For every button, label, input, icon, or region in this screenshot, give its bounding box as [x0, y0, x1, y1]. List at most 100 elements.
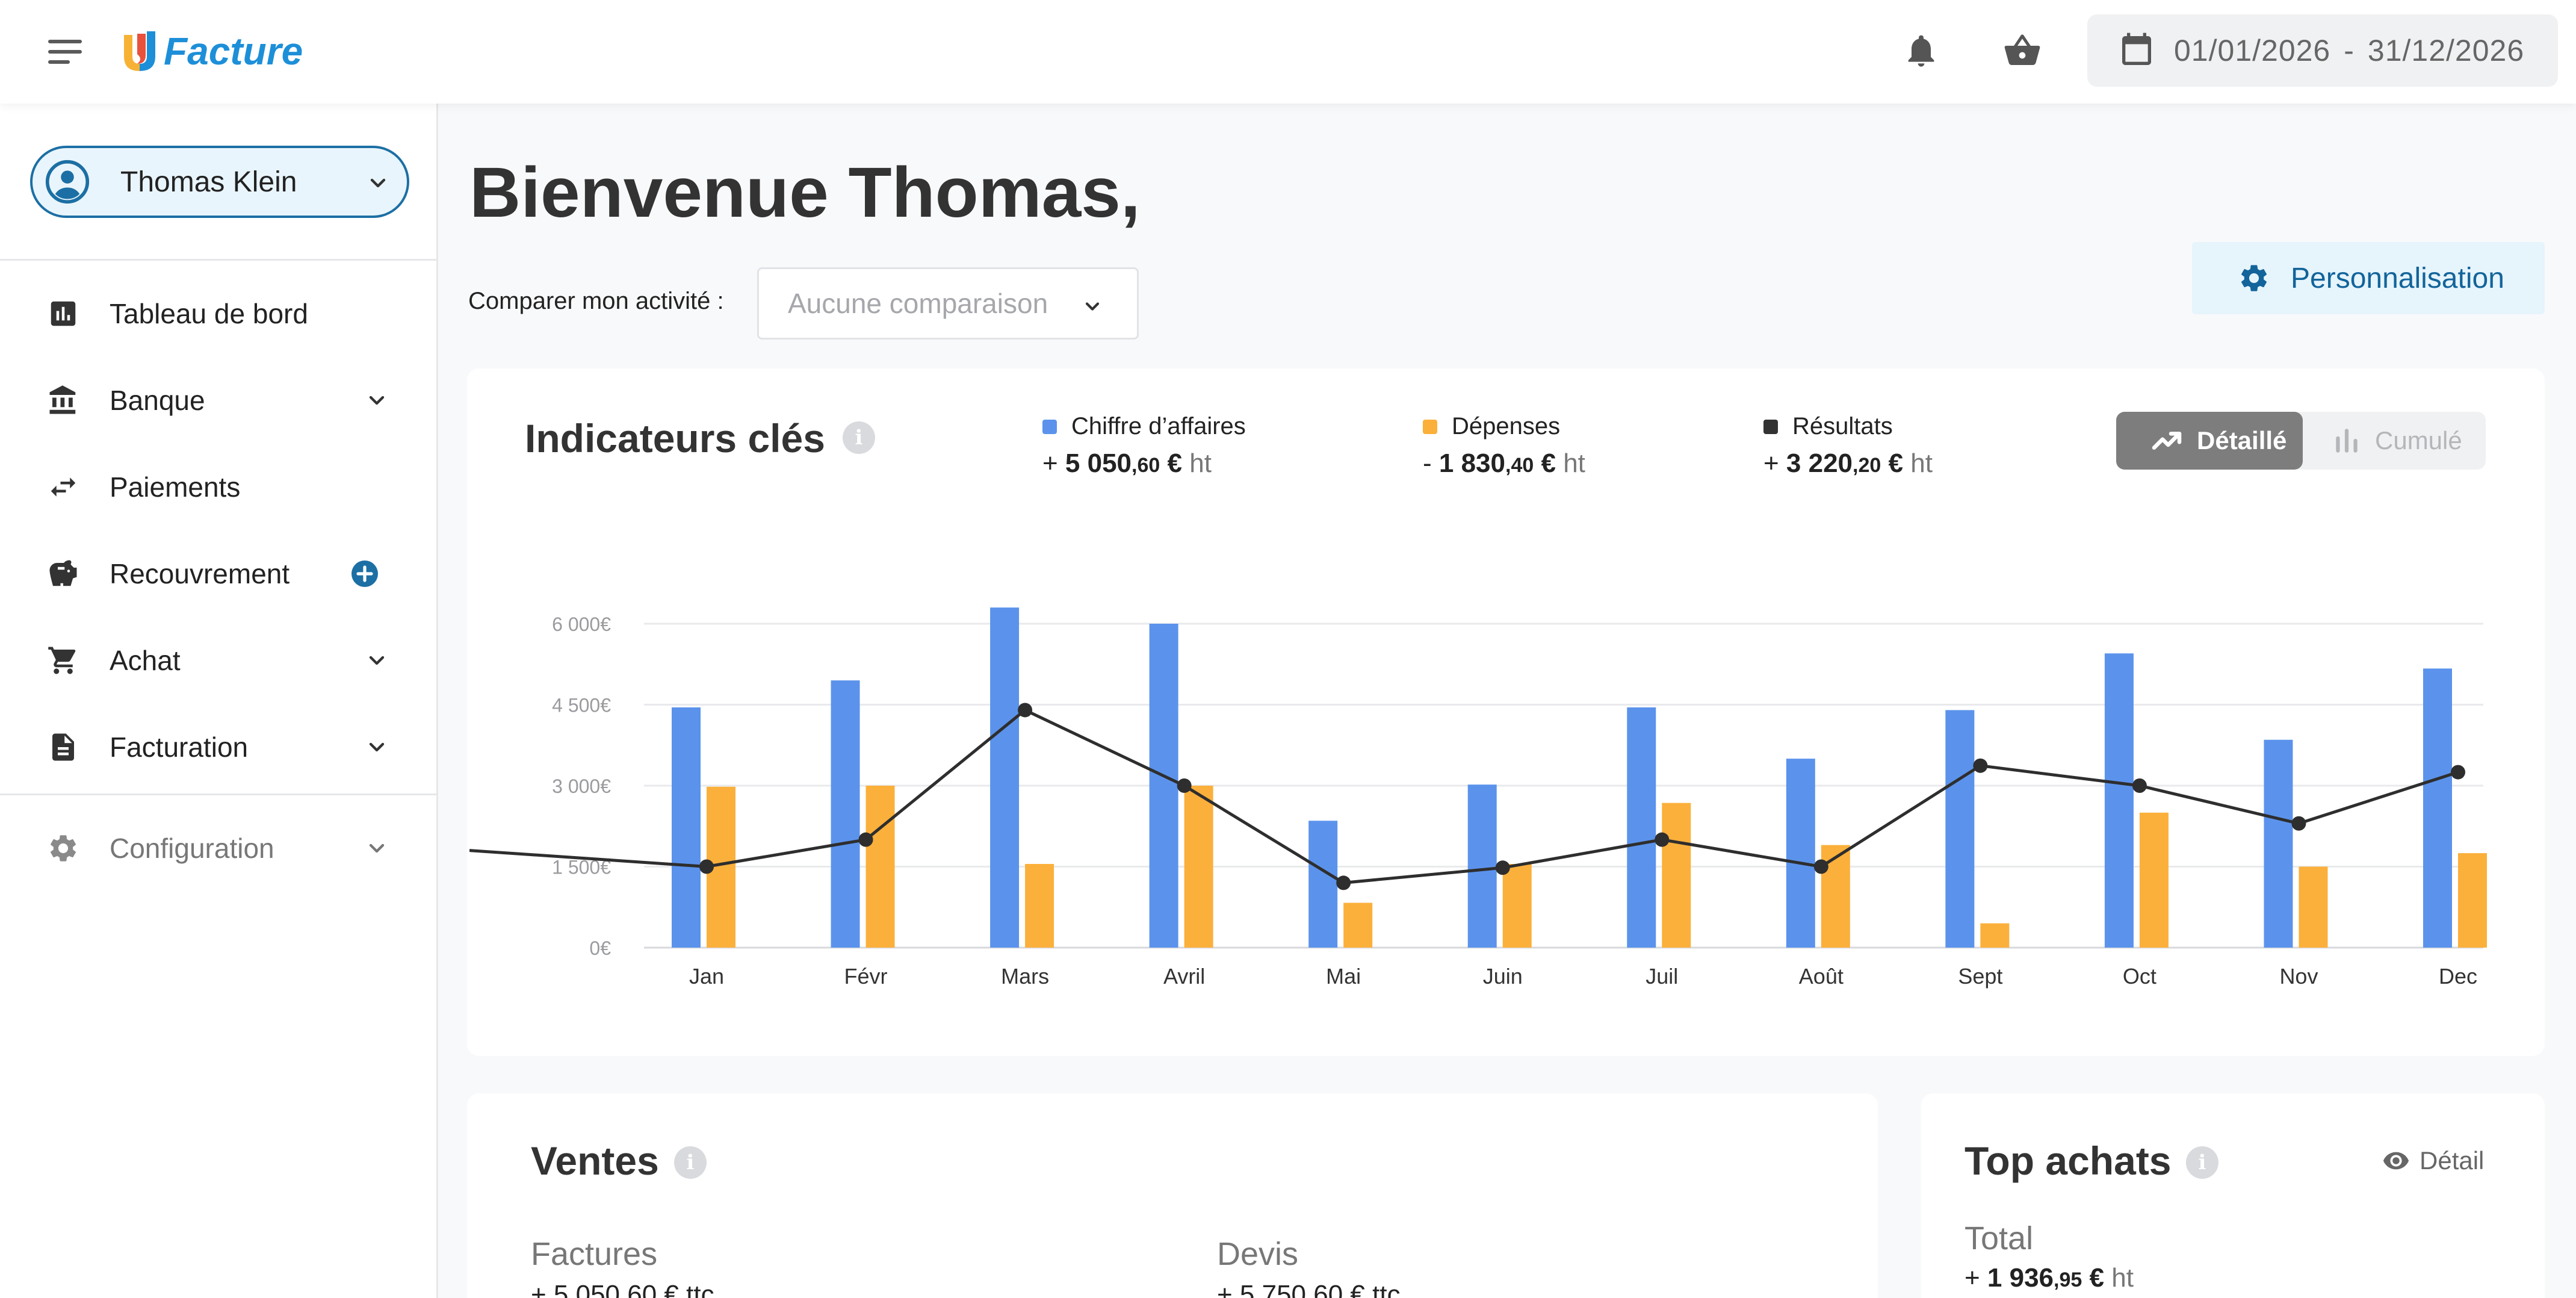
- results-point: [699, 859, 714, 874]
- expenses-bar: [1025, 864, 1054, 948]
- user-selector[interactable]: Thomas Klein: [30, 146, 409, 218]
- info-icon[interactable]: i: [674, 1146, 707, 1179]
- value-unit: €: [1534, 449, 1564, 478]
- bar-chart-icon: [2336, 429, 2358, 453]
- y-tick-label: 6 000€: [552, 613, 611, 635]
- toggle-cumulative[interactable]: Cumulé: [2315, 412, 2462, 470]
- invoices-value: + 5 050,60 € ttc: [531, 1280, 714, 1298]
- bank-icon: [49, 385, 76, 414]
- x-tick-label: Juil: [1646, 964, 1678, 989]
- info-icon[interactable]: i: [843, 421, 875, 454]
- document-icon: [52, 733, 74, 761]
- bell-icon[interactable]: [1902, 31, 1940, 70]
- value-suffix: ht: [1910, 449, 1933, 478]
- sidebar-divider: [0, 259, 438, 261]
- sidebar-item-achat[interactable]: Achat: [0, 627, 438, 694]
- value-unit: €: [1881, 449, 1911, 478]
- value-int: 1 936: [1987, 1263, 2054, 1293]
- sidebar-item-recouvrement[interactable]: Recouvrement: [0, 541, 438, 607]
- date-range-picker[interactable]: 01/01/2026 - 31/12/2026: [2087, 14, 2558, 87]
- revenue-swatch: [1042, 419, 1057, 434]
- value-suffix: ht: [1189, 449, 1212, 478]
- key-indicators-chart: 0€1 500€3 000€4 500€6 000€Jan Févr Mars Avr…: [469, 607, 2487, 989]
- expenses-bar: [865, 786, 895, 948]
- app-name: Facture: [164, 30, 303, 73]
- personalization-button[interactable]: Personnalisation: [2192, 242, 2545, 314]
- value-int: 1 830: [1438, 449, 1505, 478]
- value-suffix: ht: [1563, 449, 1585, 478]
- date-end: 31/12/2026: [2367, 34, 2525, 67]
- x-tick-label: Sept: [1958, 964, 2002, 989]
- sidebar-item-label: Configuration: [110, 833, 274, 864]
- top-bar: Facture 01/01/2026 - 31/12/2026: [0, 0, 2576, 104]
- expenses-swatch: [1423, 419, 1437, 434]
- x-tick-label: Mars: [1001, 964, 1049, 989]
- revenue-bar: [1786, 759, 1815, 948]
- sidebar-item-configuration[interactable]: Configuration: [0, 815, 438, 881]
- value-dec: ,20: [1853, 454, 1881, 477]
- x-tick-label: Nov: [2279, 964, 2318, 989]
- chart-mode-toggle: Détaillé Cumulé: [2116, 412, 2486, 470]
- compare-label: Comparer mon activité :: [468, 288, 724, 314]
- sidebar-item-label: Banque: [110, 385, 205, 416]
- y-tick-label: 3 000€: [552, 775, 611, 797]
- info-icon[interactable]: i: [2186, 1146, 2218, 1179]
- value-dec: ,60: [1132, 454, 1160, 477]
- date-separator: -: [2344, 34, 2355, 67]
- results-point: [858, 832, 873, 847]
- gear-icon: [50, 835, 76, 862]
- swap-arrows-icon: [51, 477, 76, 497]
- results-point: [2132, 778, 2147, 793]
- sidebar-item-label: Paiements: [110, 471, 241, 503]
- sidebar-item-banque[interactable]: Banque: [0, 367, 438, 433]
- quotes-value: + 5 750,60 € ttc: [1217, 1280, 1401, 1298]
- sidebar-item-dashboard[interactable]: Tableau de bord: [0, 281, 438, 347]
- gear-icon: [2241, 265, 2267, 291]
- page-title: Bienvenue Thomas,: [469, 153, 1141, 232]
- expenses-bar: [2139, 812, 2169, 948]
- quotes-label: Devis: [1217, 1236, 1299, 1272]
- revenue-bar: [1945, 710, 1975, 948]
- revenue-bar: [990, 607, 1020, 948]
- compare-select[interactable]: Aucune comparaison: [757, 267, 1139, 340]
- revenue-bar: [1627, 707, 1656, 948]
- value-sign: +: [1042, 449, 1065, 478]
- x-tick-label: Juin: [1483, 964, 1523, 989]
- facture-logo-icon: [124, 31, 155, 71]
- menu-icon[interactable]: [48, 40, 82, 64]
- basket-icon[interactable]: [2003, 31, 2042, 70]
- toggle-detailed-label: Détaillé: [2197, 426, 2287, 455]
- date-start: 01/01/2026: [2174, 34, 2331, 67]
- value-sign: +: [1763, 449, 1786, 478]
- value-sign: -: [1423, 449, 1439, 478]
- detail-link[interactable]: Détail: [2382, 1146, 2484, 1175]
- x-tick-label: Août: [1799, 964, 1844, 989]
- sales-title: Ventes: [531, 1138, 659, 1183]
- revenue-bar: [2264, 739, 2293, 948]
- chevron-down-icon: [369, 742, 385, 752]
- toggle-detailed[interactable]: Détaillé: [2116, 412, 2303, 470]
- calendar-icon: [2122, 33, 2151, 65]
- revenue-bar: [2104, 653, 2134, 948]
- value-dec: ,40: [1505, 454, 1534, 477]
- value-int: 5 050: [1065, 449, 1132, 478]
- total-value: + 1 936,95 € ht: [1965, 1263, 2134, 1293]
- sidebar-item-label: Recouvrement: [110, 558, 290, 589]
- sidebar-item-facturation[interactable]: Facturation: [0, 714, 438, 780]
- legend-results: Résultats + 3 220,20 € ht: [1763, 413, 1933, 479]
- sidebar-item-label: Facturation: [110, 731, 249, 763]
- key-indicators-title: Indicateurs clés: [525, 416, 825, 461]
- revenue-bar: [672, 707, 701, 948]
- top-purchases-title: Top achats: [1965, 1138, 2172, 1183]
- results-point: [2291, 816, 2306, 831]
- add-circle-icon[interactable]: [350, 559, 379, 588]
- app-logo[interactable]: Facture: [119, 29, 303, 73]
- cart-icon: [48, 647, 76, 674]
- total-label: Total: [1965, 1220, 2034, 1256]
- revenue-bar: [1149, 624, 1178, 948]
- value-suffix: ht: [2111, 1263, 2134, 1293]
- revenue-bar: [1308, 821, 1338, 948]
- y-tick-label: 0€: [589, 937, 611, 959]
- sidebar-item-label: Achat: [110, 645, 181, 676]
- sidebar-item-paiements[interactable]: Paiements: [0, 454, 438, 520]
